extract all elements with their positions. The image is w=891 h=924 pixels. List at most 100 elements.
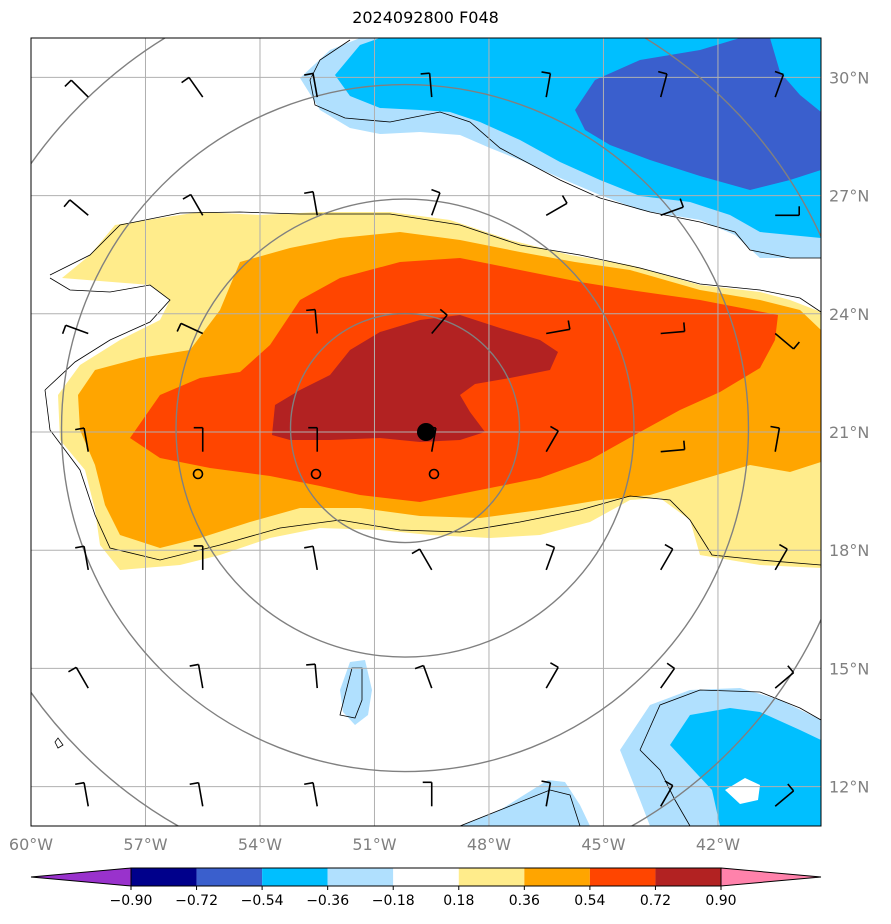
wind-barb	[182, 193, 204, 216]
wind-barb	[420, 72, 433, 98]
wind-barb	[660, 440, 686, 453]
wind-barb	[775, 206, 801, 217]
colorbar-tick-label: 0.54	[574, 893, 605, 909]
colorbar-segment	[589, 868, 656, 886]
lat-tick-label: 24°N	[829, 305, 869, 324]
colorbar-tick-label: 0.72	[640, 893, 671, 909]
colorbar-tick-label: −0.90	[110, 893, 153, 909]
wind-barb	[64, 79, 89, 98]
lon-tick-label: 57°W	[123, 835, 167, 854]
track-point-marker	[310, 468, 322, 480]
map-title: 2024092800 F048	[352, 8, 499, 27]
lat-tick-label: 15°N	[829, 659, 869, 678]
contour-lines	[44, 39, 821, 826]
wind-barb	[75, 781, 90, 807]
contour-neg-mid-southeast	[670, 708, 821, 826]
wind-barb	[411, 548, 433, 571]
wind-barb	[660, 780, 674, 807]
wind-barb	[189, 781, 204, 807]
colorbar-segment	[655, 868, 721, 886]
wind-barb	[176, 322, 204, 335]
contour-neg-weak-small	[340, 660, 372, 725]
lon-tick-label: 60°W	[9, 835, 53, 854]
colorbar-tick-label: −0.72	[175, 893, 218, 909]
wind-barb	[430, 188, 441, 216]
colorbar-extend-low	[30, 867, 132, 887]
lat-tick-label: 12°N	[829, 778, 869, 797]
wind-barb	[546, 320, 571, 335]
wind-barb	[545, 195, 568, 216]
wind-barb	[68, 666, 89, 689]
wind-barb	[660, 322, 686, 335]
range-rings	[31, 38, 821, 826]
map-frame	[30, 37, 822, 827]
range-ring	[289, 312, 521, 544]
wind-barb	[304, 72, 319, 98]
wind-barb	[770, 425, 781, 452]
colorbar-extend-high	[720, 867, 822, 887]
lat-tick-label: 21°N	[829, 423, 869, 442]
track-point-marker	[192, 468, 204, 480]
colorbar-segment	[327, 868, 394, 886]
colorbar-segment	[131, 868, 197, 886]
contour-white-patch	[725, 778, 760, 804]
wind-barb	[774, 543, 788, 571]
wind-barb	[541, 71, 552, 98]
colorbar-tick-label: −0.36	[306, 893, 349, 909]
wind-barb	[774, 783, 795, 807]
range-ring	[60, 83, 750, 773]
colorbar-outline	[130, 867, 722, 887]
wind-barb	[306, 663, 319, 689]
colorbar-tick-label: −0.18	[372, 893, 415, 909]
wind-barb	[304, 781, 319, 807]
colorbar: −0.90 −0.72 −0.54 −0.36 −0.18 0.18 0.36 0.54 0.7…	[30, 867, 822, 909]
wind-barb	[189, 663, 204, 689]
wind-barb	[545, 662, 559, 689]
wind-barb	[774, 70, 785, 98]
wind-barb	[193, 545, 204, 570]
range-ring	[175, 198, 635, 658]
wind-barb	[306, 308, 319, 334]
wind-barb	[304, 190, 319, 216]
wind-barb	[660, 662, 676, 689]
wind-barb	[61, 324, 89, 335]
wind-barb	[304, 545, 319, 571]
lon-tick-label: 42°W	[696, 835, 740, 854]
wind-barb	[541, 780, 552, 807]
wind-barb	[545, 425, 559, 453]
wind-barb	[181, 76, 204, 98]
colorbar-tick-label: −0.54	[241, 893, 284, 909]
lon-tick-label: 54°W	[238, 835, 282, 854]
wind-barbs	[61, 70, 801, 807]
colorbar-segment	[196, 868, 263, 886]
lon-tick-label: 51°W	[352, 835, 396, 854]
lon-tick-label: 45°W	[581, 835, 625, 854]
anomaly-contours	[44, 38, 821, 826]
wind-barb	[545, 543, 556, 571]
wind-barb	[308, 426, 319, 452]
lat-tick-label: 27°N	[829, 187, 869, 206]
wind-barb	[75, 545, 90, 571]
colorbar-segment	[458, 868, 525, 886]
colorbar-segment	[393, 868, 459, 886]
wind-barb	[193, 426, 204, 452]
wind-barb	[63, 199, 89, 216]
wind-barb	[414, 664, 433, 689]
lat-tick-label: 30°N	[829, 68, 869, 87]
wind-barb	[774, 665, 795, 689]
track-point-marker	[428, 468, 440, 480]
colorbar-tick-label: 0.18	[443, 893, 474, 909]
lat-tick-label: 18°N	[829, 541, 869, 560]
storm-center-marker	[417, 423, 435, 441]
wind-barb	[660, 198, 685, 217]
colorbar-tick-label: 0.90	[705, 893, 736, 909]
contour-neg-strong-north	[575, 38, 821, 190]
colorbar-segment	[524, 868, 590, 886]
colorbar-segment	[262, 868, 328, 886]
longitude-tick-labels: 60°W 57°W 54°W 51°W 48°W 45°W 42°W	[9, 835, 740, 854]
wind-barb	[774, 332, 800, 350]
colorbar-tick-label: 0.36	[509, 893, 540, 909]
wind-barb	[658, 70, 668, 98]
wind-barb	[422, 781, 433, 807]
